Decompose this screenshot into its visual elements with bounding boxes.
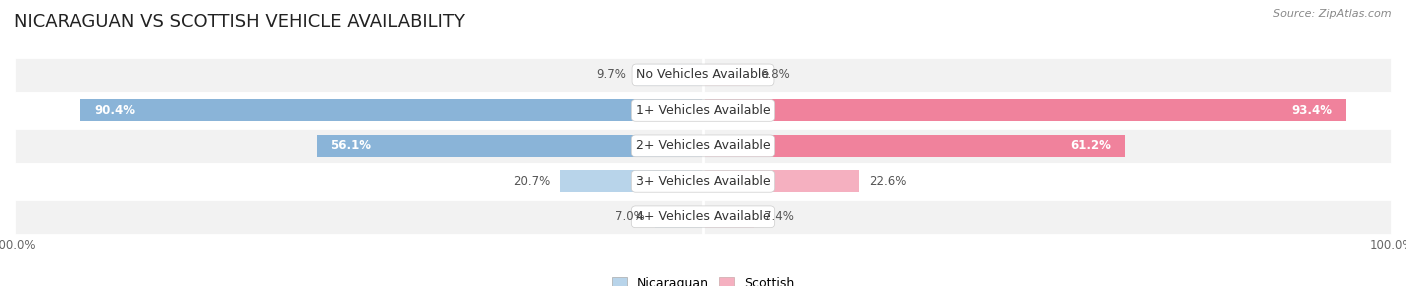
Text: NICARAGUAN VS SCOTTISH VEHICLE AVAILABILITY: NICARAGUAN VS SCOTTISH VEHICLE AVAILABIL… [14,13,465,31]
Bar [14,93,1392,128]
Text: Source: ZipAtlas.com: Source: ZipAtlas.com [1274,9,1392,19]
Bar [14,164,1392,199]
Text: 56.1%: 56.1% [330,139,371,152]
Bar [14,199,1392,235]
Text: 2+ Vehicles Available: 2+ Vehicles Available [636,139,770,152]
Text: 90.4%: 90.4% [94,104,135,117]
Bar [14,57,1392,93]
Text: 6.8%: 6.8% [761,68,790,82]
Bar [703,206,754,228]
Text: 7.0%: 7.0% [614,210,644,223]
Text: 20.7%: 20.7% [513,175,550,188]
Bar [14,128,1392,164]
Bar [703,64,749,86]
Text: 1+ Vehicles Available: 1+ Vehicles Available [636,104,770,117]
Text: 7.4%: 7.4% [765,210,794,223]
Bar [80,100,703,121]
Text: 93.4%: 93.4% [1292,104,1333,117]
Bar [655,206,703,228]
Bar [636,64,703,86]
Text: 3+ Vehicles Available: 3+ Vehicles Available [636,175,770,188]
Bar [703,170,859,192]
Text: 61.2%: 61.2% [1070,139,1111,152]
Legend: Nicaraguan, Scottish: Nicaraguan, Scottish [612,277,794,286]
Bar [561,170,703,192]
Bar [703,135,1125,157]
Text: 22.6%: 22.6% [869,175,907,188]
Bar [316,135,703,157]
Text: No Vehicles Available: No Vehicles Available [637,68,769,82]
Text: 9.7%: 9.7% [596,68,626,82]
Text: 4+ Vehicles Available: 4+ Vehicles Available [636,210,770,223]
Bar [703,100,1347,121]
